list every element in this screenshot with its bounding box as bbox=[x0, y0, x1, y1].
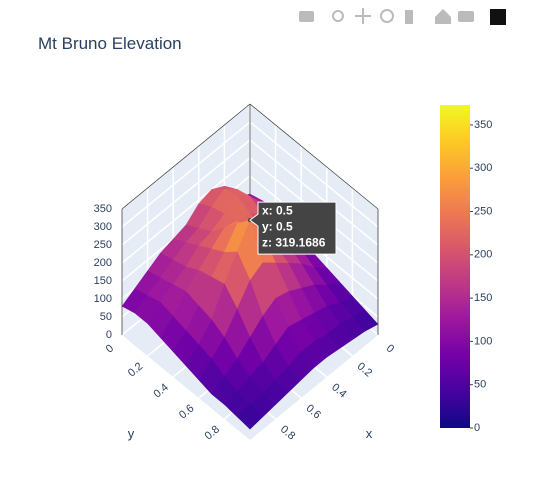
box-edge bbox=[249, 103, 379, 210]
grid-line bbox=[249, 121, 379, 228]
z-tick-label: 350 bbox=[94, 203, 112, 215]
grid-line bbox=[249, 139, 379, 246]
home-icon[interactable] bbox=[435, 9, 451, 24]
colorbar: 0 50 100 150 200 250 300 350 bbox=[440, 105, 492, 434]
y-tick-label: 0 bbox=[104, 342, 116, 355]
hover-label: y: 0.5 bbox=[262, 219, 293, 233]
x-tick-label: 0.8 bbox=[278, 423, 297, 442]
colorbar-tick-label: 350 bbox=[474, 119, 492, 131]
plotly-logo[interactable] bbox=[490, 9, 506, 25]
chart-title: Mt Bruno Elevation bbox=[38, 34, 182, 53]
turntable-icon[interactable] bbox=[405, 10, 413, 24]
y-tick-label: 0.2 bbox=[126, 360, 145, 379]
z-tick-label: 0 bbox=[106, 329, 112, 341]
y-axis-title: y bbox=[128, 426, 135, 441]
colorbar-tick-label: 150 bbox=[474, 292, 492, 304]
z-tick-label: 250 bbox=[94, 239, 112, 251]
hover-box bbox=[249, 201, 337, 255]
x-tick-label: 0.4 bbox=[329, 381, 348, 400]
x-tick-label: 0.2 bbox=[355, 360, 374, 379]
x-axis-title: x bbox=[366, 426, 373, 441]
camera-reset-icon[interactable] bbox=[458, 11, 474, 22]
surface-cell bbox=[236, 404, 264, 430]
colorbar-tick-label: 100 bbox=[474, 335, 492, 347]
z-tick-label: 100 bbox=[94, 293, 112, 305]
grid-line bbox=[121, 121, 251, 228]
x-tick-label: 0 bbox=[384, 342, 396, 355]
x-tick-label: 0.6 bbox=[304, 402, 323, 421]
colorbar-tick-label: 0 bbox=[474, 422, 480, 434]
hover-label: z: 319.1686 bbox=[262, 235, 326, 249]
colorbar-tick-label: 250 bbox=[474, 205, 492, 217]
hover-label: x: 0.5 bbox=[262, 203, 293, 217]
scene: 0 50 100 150 200 250 300 350 0 0.2 0.4 0.6 0.8 0 0.2 0.… bbox=[94, 103, 396, 442]
y-tick-label: 0.4 bbox=[151, 381, 170, 400]
z-tick-label: 200 bbox=[94, 257, 112, 269]
y-tick-label: 0.6 bbox=[177, 402, 196, 421]
colorbar-scale bbox=[440, 105, 470, 428]
z-tick-label: 150 bbox=[94, 275, 112, 287]
y-tick-label: 0.8 bbox=[203, 423, 222, 442]
z-tick-label: 300 bbox=[94, 221, 112, 233]
grid-line bbox=[121, 139, 251, 246]
colorbar-tick-label: 50 bbox=[474, 379, 486, 391]
box-edge bbox=[121, 103, 251, 210]
modebar[interactable] bbox=[299, 8, 506, 25]
z-tick-label: 50 bbox=[100, 311, 112, 323]
colorbar-tick-label: 300 bbox=[474, 162, 492, 174]
camera-icon[interactable] bbox=[299, 11, 314, 22]
grid-line bbox=[121, 157, 251, 264]
zoom-icon[interactable] bbox=[332, 10, 344, 22]
colorbar-tick-label: 200 bbox=[474, 249, 492, 261]
orbit-icon[interactable] bbox=[380, 9, 394, 23]
pan-icon[interactable] bbox=[355, 8, 371, 24]
